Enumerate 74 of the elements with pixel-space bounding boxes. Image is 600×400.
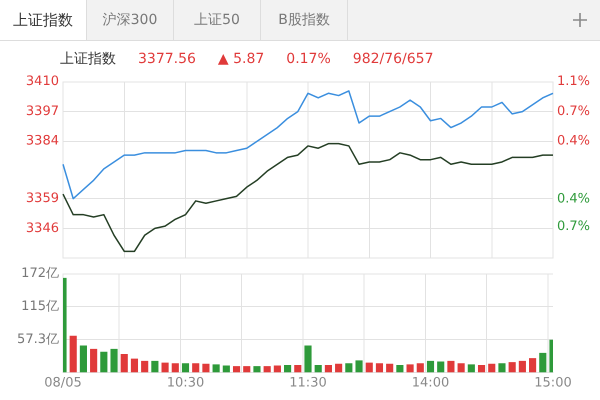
y2-tick-label: 0.4% xyxy=(557,133,590,148)
bar xyxy=(386,364,394,372)
bar xyxy=(90,348,98,372)
y-tick-label: 3346 xyxy=(26,220,59,236)
y-tick-label: 3359 xyxy=(26,191,59,206)
bar xyxy=(100,352,108,372)
bar xyxy=(355,360,363,372)
bar xyxy=(264,366,271,372)
bar xyxy=(488,364,496,372)
bar xyxy=(182,363,190,372)
text: B股指数 xyxy=(261,0,348,40)
y-tick-label: 3384 xyxy=(26,134,59,149)
x-tick-label: 10:30 xyxy=(166,376,204,391)
bar xyxy=(172,363,179,372)
bar xyxy=(314,364,322,372)
bar xyxy=(366,362,373,372)
bar xyxy=(294,364,302,372)
bar xyxy=(508,362,516,372)
y2-tick-label: 0.7% xyxy=(557,104,590,120)
bar xyxy=(253,366,261,372)
y-tick-label: 172亿 xyxy=(21,266,59,282)
text: ▲ 5.87 xyxy=(218,51,264,67)
bar xyxy=(426,360,434,372)
x-tick-label: 15:00 xyxy=(534,376,572,391)
text: 上证指数 xyxy=(60,51,116,67)
bar xyxy=(478,364,486,372)
bar xyxy=(232,366,240,372)
text: 982/76/657 xyxy=(352,51,434,67)
bar xyxy=(80,345,87,372)
bar xyxy=(70,336,77,372)
bar xyxy=(222,366,230,372)
bar xyxy=(539,352,546,372)
y-tick-label: 3410 xyxy=(26,74,59,90)
y2-tick-label: 1.1% xyxy=(557,74,590,90)
bar xyxy=(120,354,128,372)
bar xyxy=(284,364,292,372)
bar xyxy=(345,363,352,372)
bar xyxy=(192,363,200,372)
bar xyxy=(406,364,414,372)
bar xyxy=(324,364,332,372)
bar xyxy=(529,358,536,372)
text: 上证指数 xyxy=(0,0,87,40)
y2-tick-label: 0.7% xyxy=(557,218,590,234)
bar xyxy=(498,363,506,372)
text: 0.17% xyxy=(286,51,331,67)
bar xyxy=(468,364,475,372)
bar xyxy=(202,364,210,372)
text: 3377.56 xyxy=(138,51,196,67)
text: 沪深300 xyxy=(87,0,174,40)
x-tick-label: 08/05 xyxy=(44,376,82,391)
bar xyxy=(141,360,148,372)
bar xyxy=(437,362,444,372)
y-tick-label: 57.3亿 xyxy=(17,332,59,347)
bar xyxy=(243,366,250,372)
bar xyxy=(335,364,342,372)
bar xyxy=(416,363,424,372)
bar xyxy=(130,358,138,372)
bar xyxy=(162,362,169,372)
y-tick-label: 3397 xyxy=(26,104,59,119)
bar xyxy=(212,364,220,372)
bar xyxy=(376,363,384,372)
bar xyxy=(396,364,404,372)
x-tick-label: 11:30 xyxy=(289,376,327,391)
y2-tick-label: 0.4% xyxy=(557,191,590,206)
text: 上证50 xyxy=(174,0,261,40)
bar xyxy=(110,348,118,372)
bar xyxy=(274,366,281,372)
bar xyxy=(151,360,158,372)
bar xyxy=(304,345,312,372)
bar xyxy=(458,363,465,372)
y-tick-label: 115亿 xyxy=(21,298,59,314)
bar xyxy=(447,360,454,372)
bar xyxy=(518,360,526,372)
x-tick-label: 14:00 xyxy=(412,376,450,391)
